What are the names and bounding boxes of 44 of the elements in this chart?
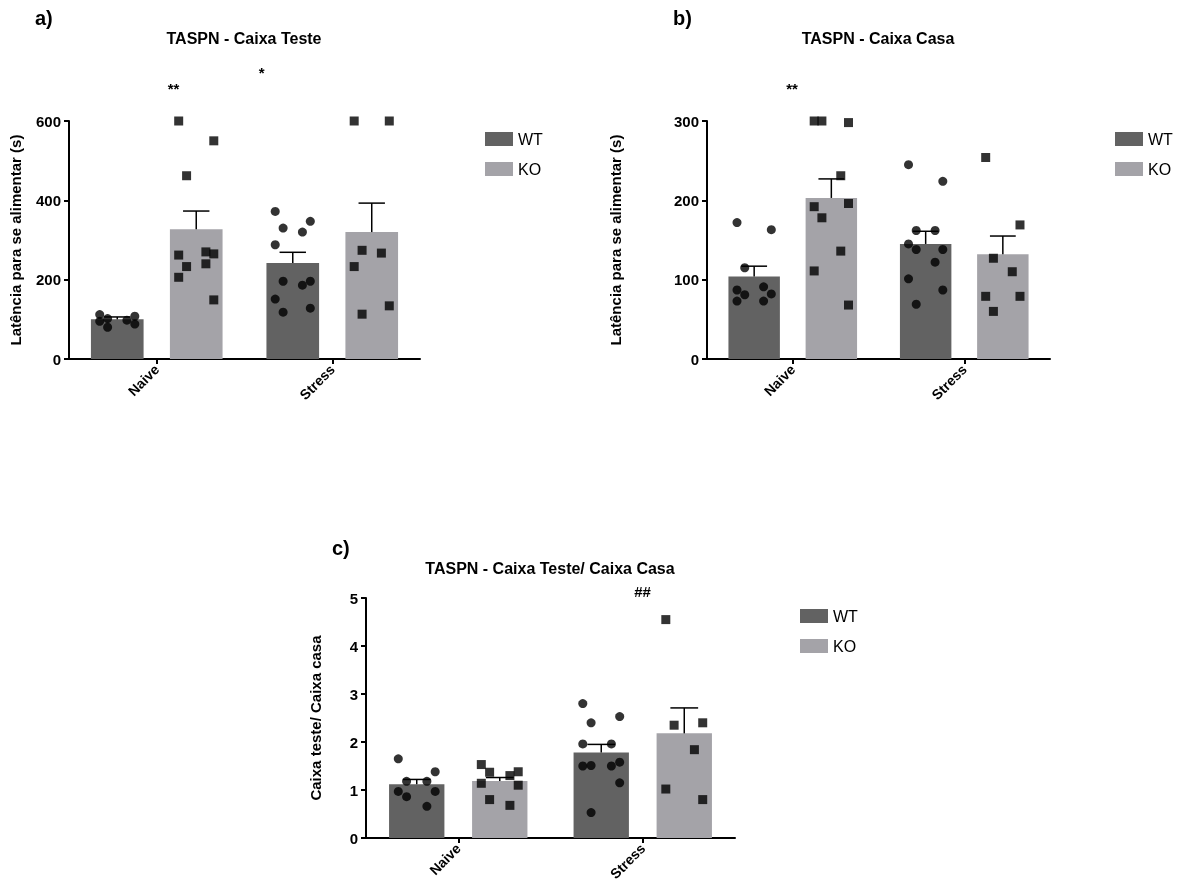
bar [805,197,858,359]
y-tick-label: 200 [35,271,61,289]
bar [169,229,223,359]
y-tick-label: 0 [52,350,61,368]
chart-title: b) [673,7,692,29]
legend-label: WT [833,607,859,625]
chart-subtitle: TASPN - Caixa Teste/ Caixa Casa [425,559,675,577]
annotation: ## [634,583,652,600]
y-tick-label: 1 [349,781,358,799]
y-tick-label: 100 [673,271,699,289]
chart-subtitle: TASPN - Caixa Casa [801,29,955,47]
legend-label: KO [1148,160,1172,178]
y-tick-label: 5 [349,589,358,607]
chart-title: c) [332,537,350,559]
bar [899,243,952,359]
y-tick-label: 0 [690,350,699,368]
text: ** [167,80,180,97]
bar [573,752,629,838]
bar [345,232,399,359]
y-tick-label: 2 [349,733,358,751]
y-tick-label: 200 [673,191,699,209]
bar [472,780,528,838]
bar [728,276,780,359]
legend-label: WT [518,130,544,148]
y-tick-label: 300 [673,112,699,130]
bar [266,263,320,359]
text: ** [786,80,798,97]
y-tick-label: 3 [349,685,358,703]
y-tick-label: 400 [35,191,61,209]
legend-label: WT [1148,130,1174,148]
y-axis-title: Latência para se alimentar (s) [607,134,624,346]
y-tick-label: 600 [35,112,61,130]
chart-title: a) [35,7,53,29]
chart-subtitle: TASPN - Caixa Teste [166,29,322,47]
bar [977,254,1029,359]
y-tick-label: 0 [349,829,358,847]
text: * [258,64,265,81]
legend-label: KO [518,160,542,178]
y-axis-title: Latência para se alimentar (s) [7,134,24,346]
bar [656,733,712,838]
y-tick-label: 4 [349,637,359,655]
bar [389,784,445,838]
legend-label: KO [833,637,857,655]
y-axis-title: Caixa teste/ Caixa casa [307,634,324,801]
